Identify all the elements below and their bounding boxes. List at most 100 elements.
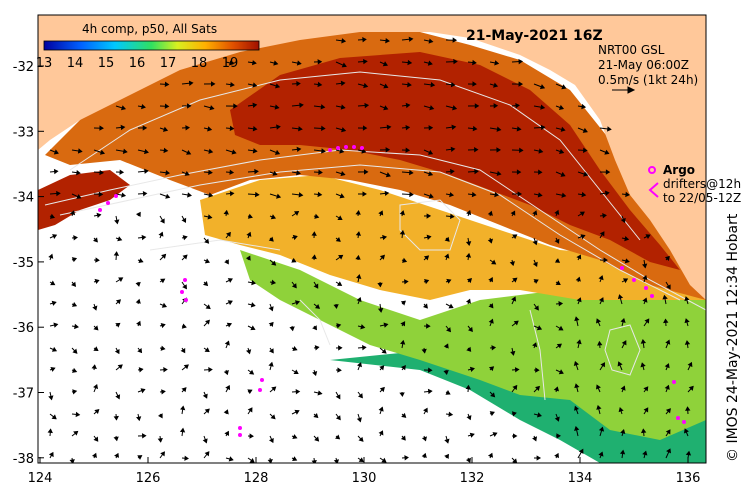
current-vector-head [249, 433, 254, 439]
current-vector-head [536, 455, 542, 461]
current-vector-head [115, 322, 121, 328]
current-vector-head [512, 384, 518, 391]
current-vector-head [400, 321, 406, 327]
current-vector-head [451, 124, 457, 130]
current-vector-head [73, 430, 79, 436]
current-vector-head [69, 210, 76, 216]
x-tick-label: 124 [28, 471, 53, 486]
current-vector-head [71, 301, 78, 307]
current-vector-head [186, 103, 192, 109]
y-tick-label: -32 [13, 60, 34, 75]
current-vector-head [211, 81, 216, 87]
current-vector-head [532, 240, 538, 246]
current-vector-head [378, 430, 384, 436]
current-vector-head [491, 345, 497, 351]
current-vector-head [268, 361, 274, 367]
current-vector-head [428, 193, 434, 199]
current-vector-head [341, 38, 347, 44]
current-vector-head [333, 304, 339, 309]
current-vector-head [492, 432, 498, 438]
current-vector-head [465, 241, 472, 247]
colorbar-tick-label: 17 [160, 56, 177, 71]
current-vector-head [224, 430, 230, 436]
current-vector-head [449, 192, 455, 198]
current-vector-head [229, 125, 235, 132]
current-vector-head [377, 307, 384, 313]
current-vector-head [554, 416, 560, 422]
x-tick-label: 134 [568, 471, 593, 486]
current-vector-head [535, 367, 540, 373]
current-vector-head [121, 192, 127, 198]
current-vector-head [513, 320, 519, 326]
current-vector-head [383, 322, 389, 328]
current-vector-head [574, 383, 580, 389]
y-tick-label: -35 [13, 256, 34, 271]
current-vector-head [267, 459, 273, 463]
current-vector-head [518, 81, 524, 87]
current-vector-head [268, 236, 274, 242]
current-vector-head [512, 277, 518, 283]
current-vector-head [73, 235, 78, 241]
colorbar-tick-label: 13 [36, 56, 53, 71]
current-vector-head [494, 191, 500, 198]
current-vector-head [599, 231, 605, 237]
current-vector-head [355, 254, 361, 260]
current-vector-head [489, 411, 495, 417]
current-vector-head [357, 393, 363, 399]
current-vector-head [404, 455, 409, 461]
current-vector-head [421, 452, 427, 458]
current-vector-head [364, 102, 370, 109]
current-vector-head [120, 105, 127, 111]
current-vector-head [93, 237, 98, 243]
y-axis: -32 -33 -34 -35 -36 -37 -38 [13, 60, 44, 467]
current-vector-head [337, 281, 343, 286]
current-vector-head [252, 148, 258, 154]
current-vector-head [135, 211, 141, 217]
colorbar-tick-label: 14 [67, 56, 84, 71]
current-vector-head [538, 169, 543, 175]
current-vector-head [164, 81, 170, 87]
current-vector-head [532, 261, 538, 268]
current-vector-head [141, 104, 146, 110]
current-vector-head [157, 413, 163, 419]
current-vector-head [271, 260, 277, 266]
current-vector-head [254, 191, 260, 198]
current-vector-head [321, 125, 326, 132]
current-vector-head [203, 281, 209, 287]
current-vector-head [426, 323, 431, 329]
current-vector-head [444, 453, 449, 460]
current-vector-head [399, 392, 405, 397]
current-vector-head [179, 427, 186, 433]
current-vector-head [423, 407, 428, 413]
current-vector-head [246, 231, 252, 237]
current-vector-head [117, 236, 123, 242]
drifter-track [644, 286, 648, 290]
current-vector-head [474, 103, 480, 109]
drifter-track [672, 380, 676, 384]
argo-marker-icon [648, 166, 656, 174]
current-vector-head [71, 257, 78, 263]
drifters-label-line1: drifters@12h [663, 177, 741, 191]
vector-scale: 0.5m/s (1kt 24h) [598, 73, 698, 87]
current-vector-head [247, 213, 253, 219]
current-vector-head [252, 126, 258, 132]
current-vector-head [488, 366, 495, 372]
current-vector-head [245, 255, 251, 261]
current-vector-head [227, 278, 233, 283]
current-vector-head [618, 407, 624, 413]
bathymetry-contours [44, 71, 706, 401]
colorbar-gradient [43, 40, 260, 51]
current-vector-head [596, 384, 601, 390]
current-vector-head [574, 405, 579, 411]
current-vector-head [430, 82, 436, 88]
current-vector-head [207, 214, 213, 220]
current-vector-head [558, 301, 564, 307]
current-vector-head [142, 190, 148, 197]
current-vector-head [515, 102, 520, 109]
current-vector-head [598, 426, 605, 432]
current-vector-head [516, 169, 522, 175]
current-vector-head [362, 125, 368, 131]
current-vector-head [427, 367, 433, 373]
current-vector-head [540, 104, 546, 110]
current-vector-head [598, 275, 604, 281]
